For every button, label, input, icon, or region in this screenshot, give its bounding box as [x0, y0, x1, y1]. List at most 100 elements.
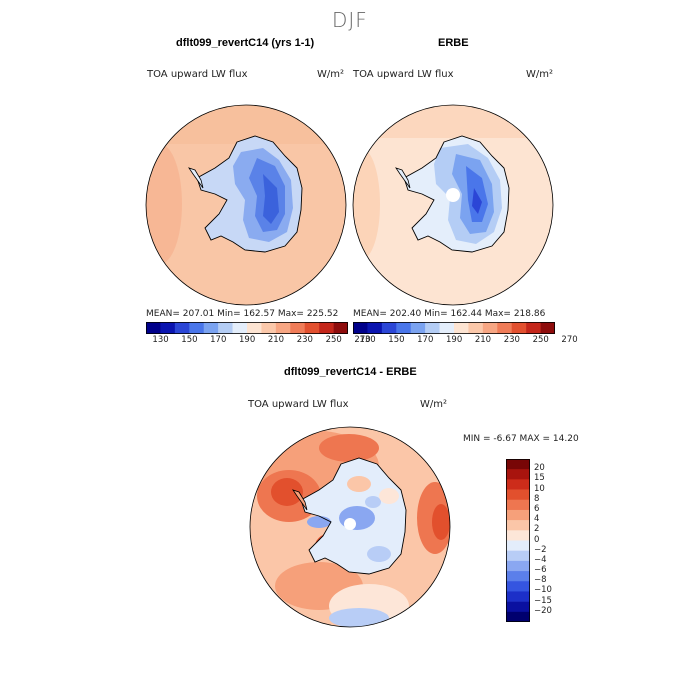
- panel3-pole-hole: [344, 518, 356, 530]
- panel1-units-label: W/m²: [317, 69, 345, 80]
- panel1-colorbar-ticks: 130 150 170 190 210 230 250 270: [146, 335, 370, 347]
- panel2-colorbar-swatch-12: [526, 322, 541, 334]
- panel3-cold-patch-3: [365, 496, 381, 508]
- panel3-colorbar-swatch-6: [506, 520, 530, 531]
- panel3-units-label: W/m²: [420, 399, 448, 410]
- panel1-colorbar-swatch-12: [319, 322, 334, 334]
- panel3-warm-patch-1: [347, 476, 371, 492]
- panel1-map: [145, 104, 347, 306]
- panel2-colorbar-tick-label: 250: [532, 335, 549, 345]
- panel3-colorbar-tick-label: 4: [534, 514, 540, 525]
- panel1-colorbar-tick-label: 250: [325, 335, 342, 345]
- panel1-colorbar-swatch-1: [160, 322, 176, 334]
- panel3-cold-patch-4: [367, 546, 391, 562]
- panel3-colorbar-swatch-0: [506, 459, 530, 470]
- panel3-colorbar-tick-label: −20: [534, 605, 552, 616]
- panel3-east-max-warm: [432, 504, 450, 540]
- panel3-colorbar-swatch-3: [506, 489, 530, 501]
- panel2-colorbar-swatch-3: [396, 322, 412, 334]
- figure-title: DJF: [332, 8, 368, 32]
- panel3-colorbar-swatch-15: [506, 611, 530, 622]
- panel3-title: dflt099_revertC14 - ERBE: [284, 366, 417, 378]
- panel1-colorbar-swatch-11: [304, 322, 320, 334]
- panel1-coastline: [196, 135, 303, 253]
- panel1-stats: MEAN= 207.01 Min= 162.57 Max= 225.52: [146, 309, 339, 319]
- panel1-colorbar-swatch-5: [218, 322, 233, 334]
- panel3-colorbar-swatch-11: [506, 571, 530, 582]
- panel2-pole-hole: [446, 188, 460, 202]
- panel1-variable-label: TOA upward LW flux: [147, 69, 248, 80]
- panel2-colorbar-tick-label: 130: [359, 335, 376, 345]
- panel3-colorbar-tick-label: 2: [534, 524, 540, 535]
- panel3-colorbar-tick-label: −2: [534, 544, 547, 555]
- panel2-colorbar-swatch-5: [425, 322, 440, 334]
- panel3-variable-label: TOA upward LW flux: [248, 399, 349, 410]
- panel3-colorbar-swatch-8: [506, 540, 530, 551]
- panel2-coastline: [403, 135, 510, 253]
- panel3-colorbar-tick-label: −15: [534, 595, 552, 606]
- panel1-colorbar-tick-label: 210: [267, 335, 285, 345]
- panel3-colorbar-swatch-13: [506, 591, 530, 602]
- panel3-colorbar-swatch-1: [506, 469, 530, 480]
- panel2-peninsula: [395, 167, 411, 189]
- panel2-colorbar-swatch-6: [439, 322, 455, 334]
- panel3-west-max-warm: [271, 478, 303, 506]
- panel2-colorbar-swatch-0: [353, 322, 368, 334]
- panel2-colorbar-tick-label: 190: [446, 335, 463, 345]
- panel2-colorbar-swatch-4: [410, 322, 426, 334]
- panel2-colorbar-swatch-2: [381, 322, 397, 334]
- panel3-peninsula: [292, 489, 308, 511]
- panel1-colorbar-swatch-0: [146, 322, 161, 334]
- panel3-colorbar-swatch-12: [506, 581, 530, 592]
- panel1-colorbar-swatch-3: [189, 322, 205, 334]
- panel2-west-warm-patch: [353, 149, 380, 259]
- panel3-colorbar-tick-label: 20: [534, 463, 545, 474]
- panel3-coastline: [300, 457, 407, 575]
- panel3-colorbar-swatch-14: [506, 601, 530, 613]
- panel1-title: dflt099_revertC14 (yrs 1-1): [176, 37, 315, 49]
- panel2-north-band: [353, 105, 553, 138]
- panel3-cold-patch-2: [307, 516, 331, 528]
- panel1-colorbar-swatch-6: [232, 322, 248, 334]
- panel1-colorbar-swatch-8: [261, 322, 277, 334]
- panel3-colorbar-swatch-9: [506, 550, 530, 562]
- panel3-colorbar-swatch-10: [506, 560, 530, 572]
- panel1-north-band: [146, 105, 346, 144]
- panel2-colorbar-ticks: 130 150 170 190 210 230 250 270: [353, 335, 577, 347]
- panel2-colorbar-swatch-9: [482, 322, 498, 334]
- panel3-colorbar-ticks: 20 15 10 8 6 4 2 0 −2 −4 −6 −8 −10 −15 −20: [534, 459, 574, 629]
- panel3-cold-patch-1: [339, 506, 375, 530]
- panel3-colorbar-tick-label: 15: [534, 473, 545, 484]
- panel3-north-strong-warm: [319, 434, 379, 462]
- panel1-colorbar-tick-label: 170: [210, 335, 227, 345]
- panel1-colorbar-swatch-10: [290, 322, 306, 334]
- panel3-map: [249, 426, 451, 628]
- panel2-colorbar-swatch-10: [497, 322, 513, 334]
- panel3-colorbar: [506, 459, 530, 622]
- panel3-colorbar-tick-label: −8: [534, 575, 547, 586]
- panel1-colorbar-tick-label: 190: [239, 335, 256, 345]
- panel3-colorbar-tick-label: −4: [534, 554, 547, 565]
- panel1-colorbar-swatch-4: [203, 322, 219, 334]
- panel1-peninsula: [188, 167, 204, 189]
- panel3-minmax: MIN = -6.67 MAX = 14.20: [463, 434, 579, 444]
- panel3-colorbar-swatch-2: [506, 479, 530, 490]
- panel1-colorbar-swatch-2: [174, 322, 190, 334]
- panel3-colorbar-swatch-7: [506, 530, 530, 541]
- panel1-cold-core: [263, 174, 279, 224]
- panel3-colorbar-tick-label: −10: [534, 585, 552, 596]
- panel2-title: ERBE: [438, 37, 469, 49]
- panel2-variable-label: TOA upward LW flux: [353, 69, 454, 80]
- panel2-colorbar: [353, 322, 555, 334]
- panel2-colorbar-swatch-13: [540, 322, 555, 334]
- panel2-map: [352, 104, 554, 306]
- panel1-colorbar-tick-label: 230: [296, 335, 313, 345]
- panel2-colorbar-tick-label: 170: [417, 335, 434, 345]
- panel2-colorbar-swatch-7: [454, 322, 469, 334]
- panel3-colorbar-tick-label: 8: [534, 493, 540, 504]
- panel3-warm-patch-2: [379, 488, 399, 504]
- panel1-colorbar-tick-label: 130: [152, 335, 169, 345]
- panel3-colorbar-tick-label: 6: [534, 503, 540, 514]
- panel2-colorbar-swatch-1: [367, 322, 383, 334]
- panel2-colorbar-tick-label: 150: [388, 335, 405, 345]
